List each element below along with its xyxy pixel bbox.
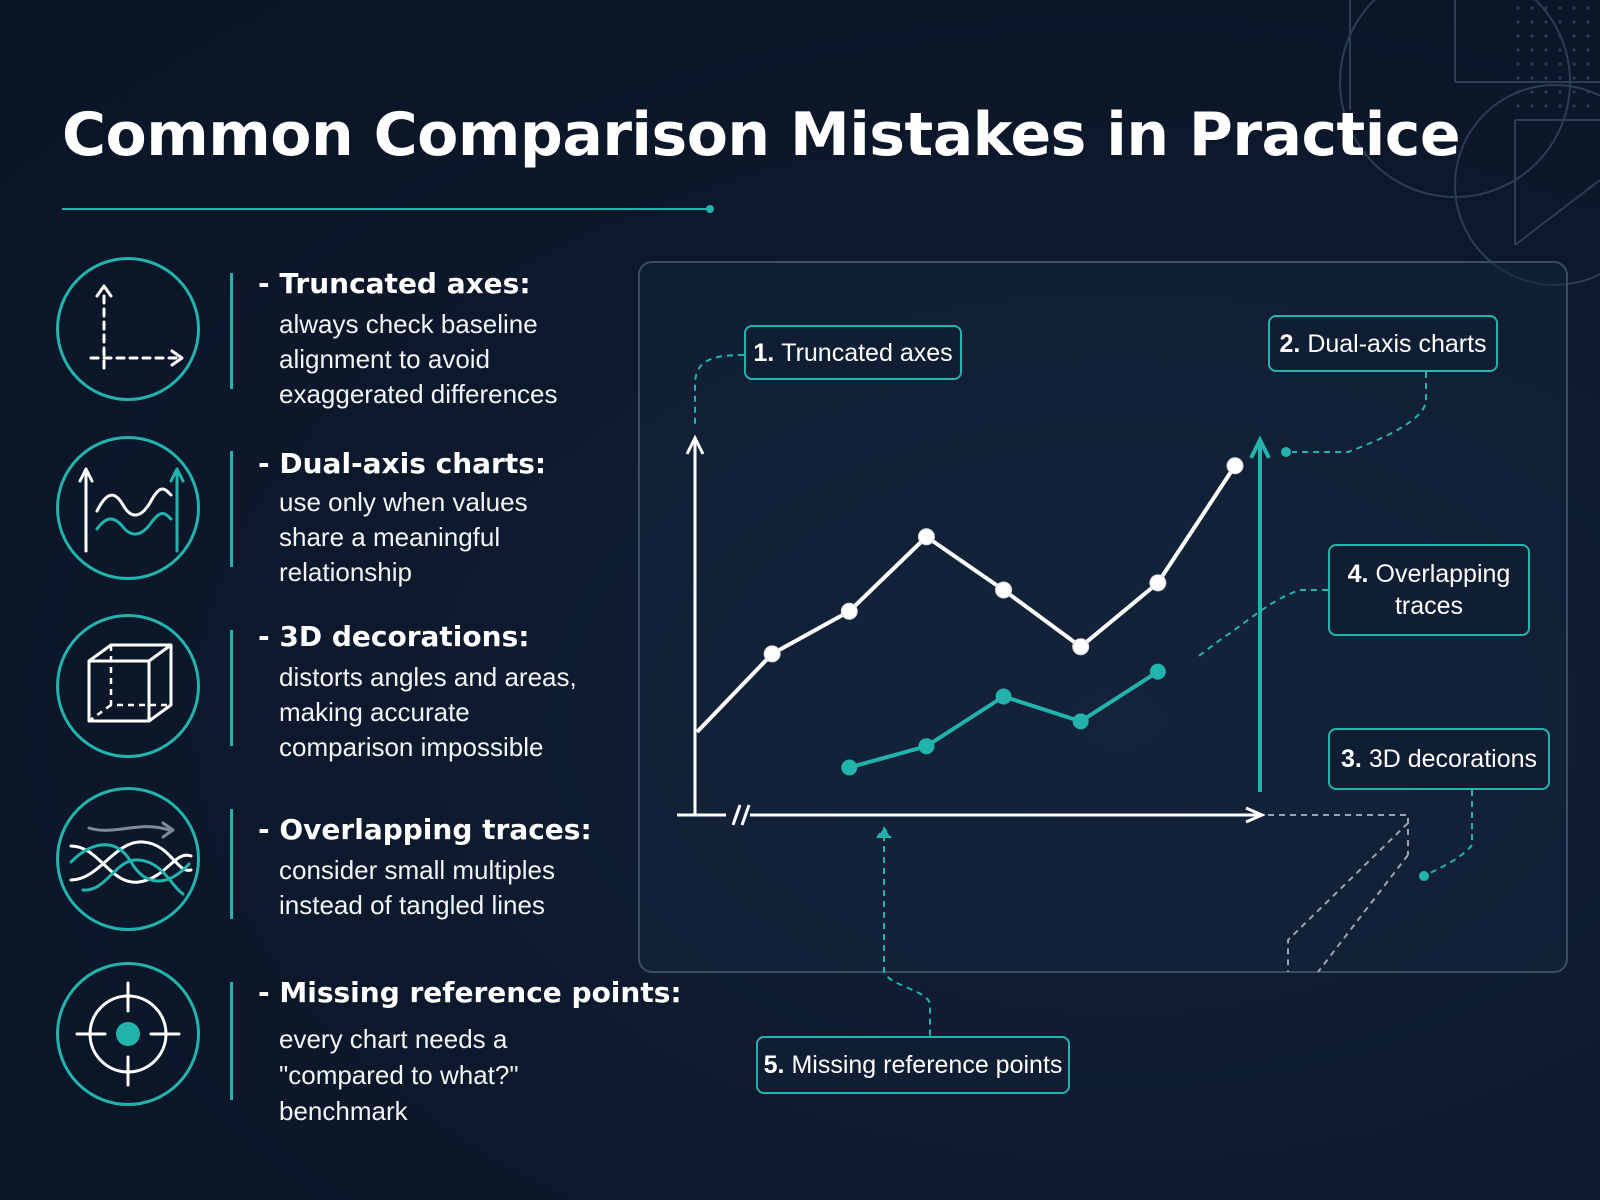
connector-dual-axis [1292,372,1427,453]
item-title: - Dual-axis charts: [258,447,547,480]
tangled-lines-icon [56,787,200,931]
callout-truncated-axes: 1. Truncated axes [744,325,962,380]
data-point [1226,457,1244,475]
callout-missing-reference: 5. Missing reference points [756,1036,1070,1094]
reference-arrow [876,826,892,839]
data-point [763,645,781,663]
connector-dot [1419,871,1429,881]
data-point [917,528,935,546]
perspective-edge [1317,854,1409,973]
page-title: Common Comparison Mistakes in Practice [62,100,1461,170]
item-title: - 3D decorations: [258,620,530,653]
axis-break-mark [731,804,742,826]
item-divider [230,273,233,389]
data-point [918,738,935,755]
data-point [1149,663,1166,680]
cube-icon [56,614,200,758]
dual-axis-icon [56,436,200,580]
title-underline [62,208,710,210]
item-divider [230,809,233,919]
item-description: use only when values share a meaningful re… [279,487,528,587]
data-point [995,581,1013,599]
callout-overlapping-traces: 4. Overlapping traces [1328,544,1530,636]
item-title: - Overlapping traces: [258,813,592,846]
item-title: - Truncated axes: [258,267,531,300]
data-point [1149,574,1167,592]
data-point [995,688,1012,705]
perspective-edge [1287,822,1409,972]
mistake-item-3d-decorations: - 3D decorations: distorts angles and ar… [0,610,640,762]
series-line-1 [848,669,1159,770]
y-axis-arrow [685,434,705,455]
connector-3d-decorations [1425,790,1473,876]
callout-3d-decorations: 3. 3D decorations [1328,728,1550,790]
x-axis-arrow [1245,806,1266,824]
perspective-edge [1268,814,1409,855]
connector-missing-reference [883,835,931,1036]
data-point [841,759,858,776]
secondary-y-axis-arrow [1249,435,1271,459]
item-divider [230,982,233,1100]
mistake-item-truncated-axes: - Truncated axes: always check baseline a… [0,255,640,409]
item-title: - Missing reference points: [258,976,682,1009]
item-description: always check baseline alignment to avoid e… [279,309,558,409]
item-description: distorts angles and areas, making accurat… [279,662,577,762]
data-point [1072,713,1089,730]
axis-break-mark [740,804,751,826]
title-underline-dot [706,205,714,213]
crosshair-icon [56,962,200,1106]
item-description: every chart needs a "compared to what?" be… [279,1024,519,1126]
callout-dual-axis: 2. Dual-axis charts [1268,315,1498,372]
mistake-item-overlapping-traces: - Overlapping traces: consider small mul… [0,787,640,937]
mistake-item-dual-axis: - Dual-axis charts: use only when values… [0,433,640,587]
item-divider [230,630,233,746]
axes-icon [56,257,200,401]
connector-truncated-axes [694,354,745,428]
connector-dot [1281,447,1291,457]
data-point [1072,638,1090,656]
mistake-item-missing-reference: - Missing reference points: every chart … [0,962,682,1126]
series-line-0 [695,464,1237,734]
item-divider [230,451,233,567]
data-point [840,602,858,620]
item-description: consider small multiples instead of tangl… [279,855,555,920]
